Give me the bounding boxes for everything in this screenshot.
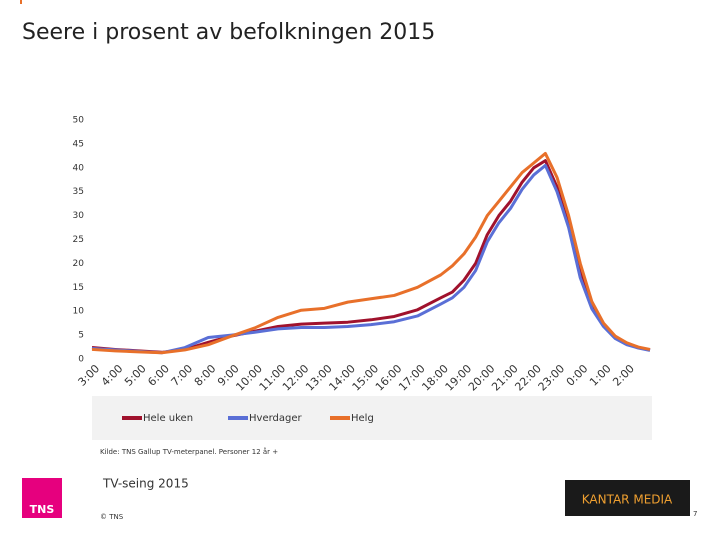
page-number: 7 — [693, 510, 697, 518]
x-tick-label: 23:00 — [536, 362, 568, 394]
x-tick-label: 4:00 — [99, 362, 126, 389]
x-tick-label: 2:00 — [610, 362, 637, 389]
y-tick-label: 50 — [73, 116, 85, 126]
legend-label: Hele uken — [143, 413, 193, 424]
y-tick-label: 35 — [73, 187, 84, 197]
y-tick-label: 15 — [73, 283, 84, 293]
y-tick-label: 40 — [73, 163, 85, 173]
x-tick-label: 3:00 — [76, 362, 103, 389]
source: Kilde: TNS Gallup TV-meterpanel. Persone… — [100, 447, 278, 456]
x-tick-label: 5:00 — [122, 362, 149, 389]
y-tick-label: 25 — [73, 235, 84, 245]
copyright: © TNS — [100, 513, 124, 521]
legend-band — [92, 396, 652, 440]
tns-logo-text: TNS — [30, 503, 55, 516]
legend-label: Hverdager — [249, 413, 303, 424]
accent — [20, 0, 22, 4]
chart-title: Seere i prosent av befolkningen 2015 — [22, 20, 435, 45]
y-tick-label: 45 — [73, 139, 84, 149]
y-tick-label: 30 — [73, 211, 85, 221]
legend-label: Helg — [351, 413, 374, 424]
x-tick-label: 0:00 — [564, 362, 591, 389]
x-tick-label: 7:00 — [169, 362, 196, 389]
series-line — [91, 163, 651, 355]
y-tick-label: 20 — [73, 259, 85, 269]
y-tick-label: 5 — [78, 331, 84, 341]
tns-logo — [22, 478, 62, 518]
x-tick-label: 8:00 — [192, 362, 219, 389]
kantar-logo — [565, 480, 690, 516]
x-tick-label: 1:00 — [587, 362, 614, 389]
y-tick-label: 10 — [73, 307, 85, 317]
footer-subject: TV-seing 2015 — [102, 477, 189, 491]
y-tick-label: 0 — [78, 355, 84, 365]
kantar-logo-text: KANTAR MEDIA — [582, 493, 673, 507]
x-tick-label: 6:00 — [145, 362, 172, 389]
series-line — [91, 151, 651, 355]
